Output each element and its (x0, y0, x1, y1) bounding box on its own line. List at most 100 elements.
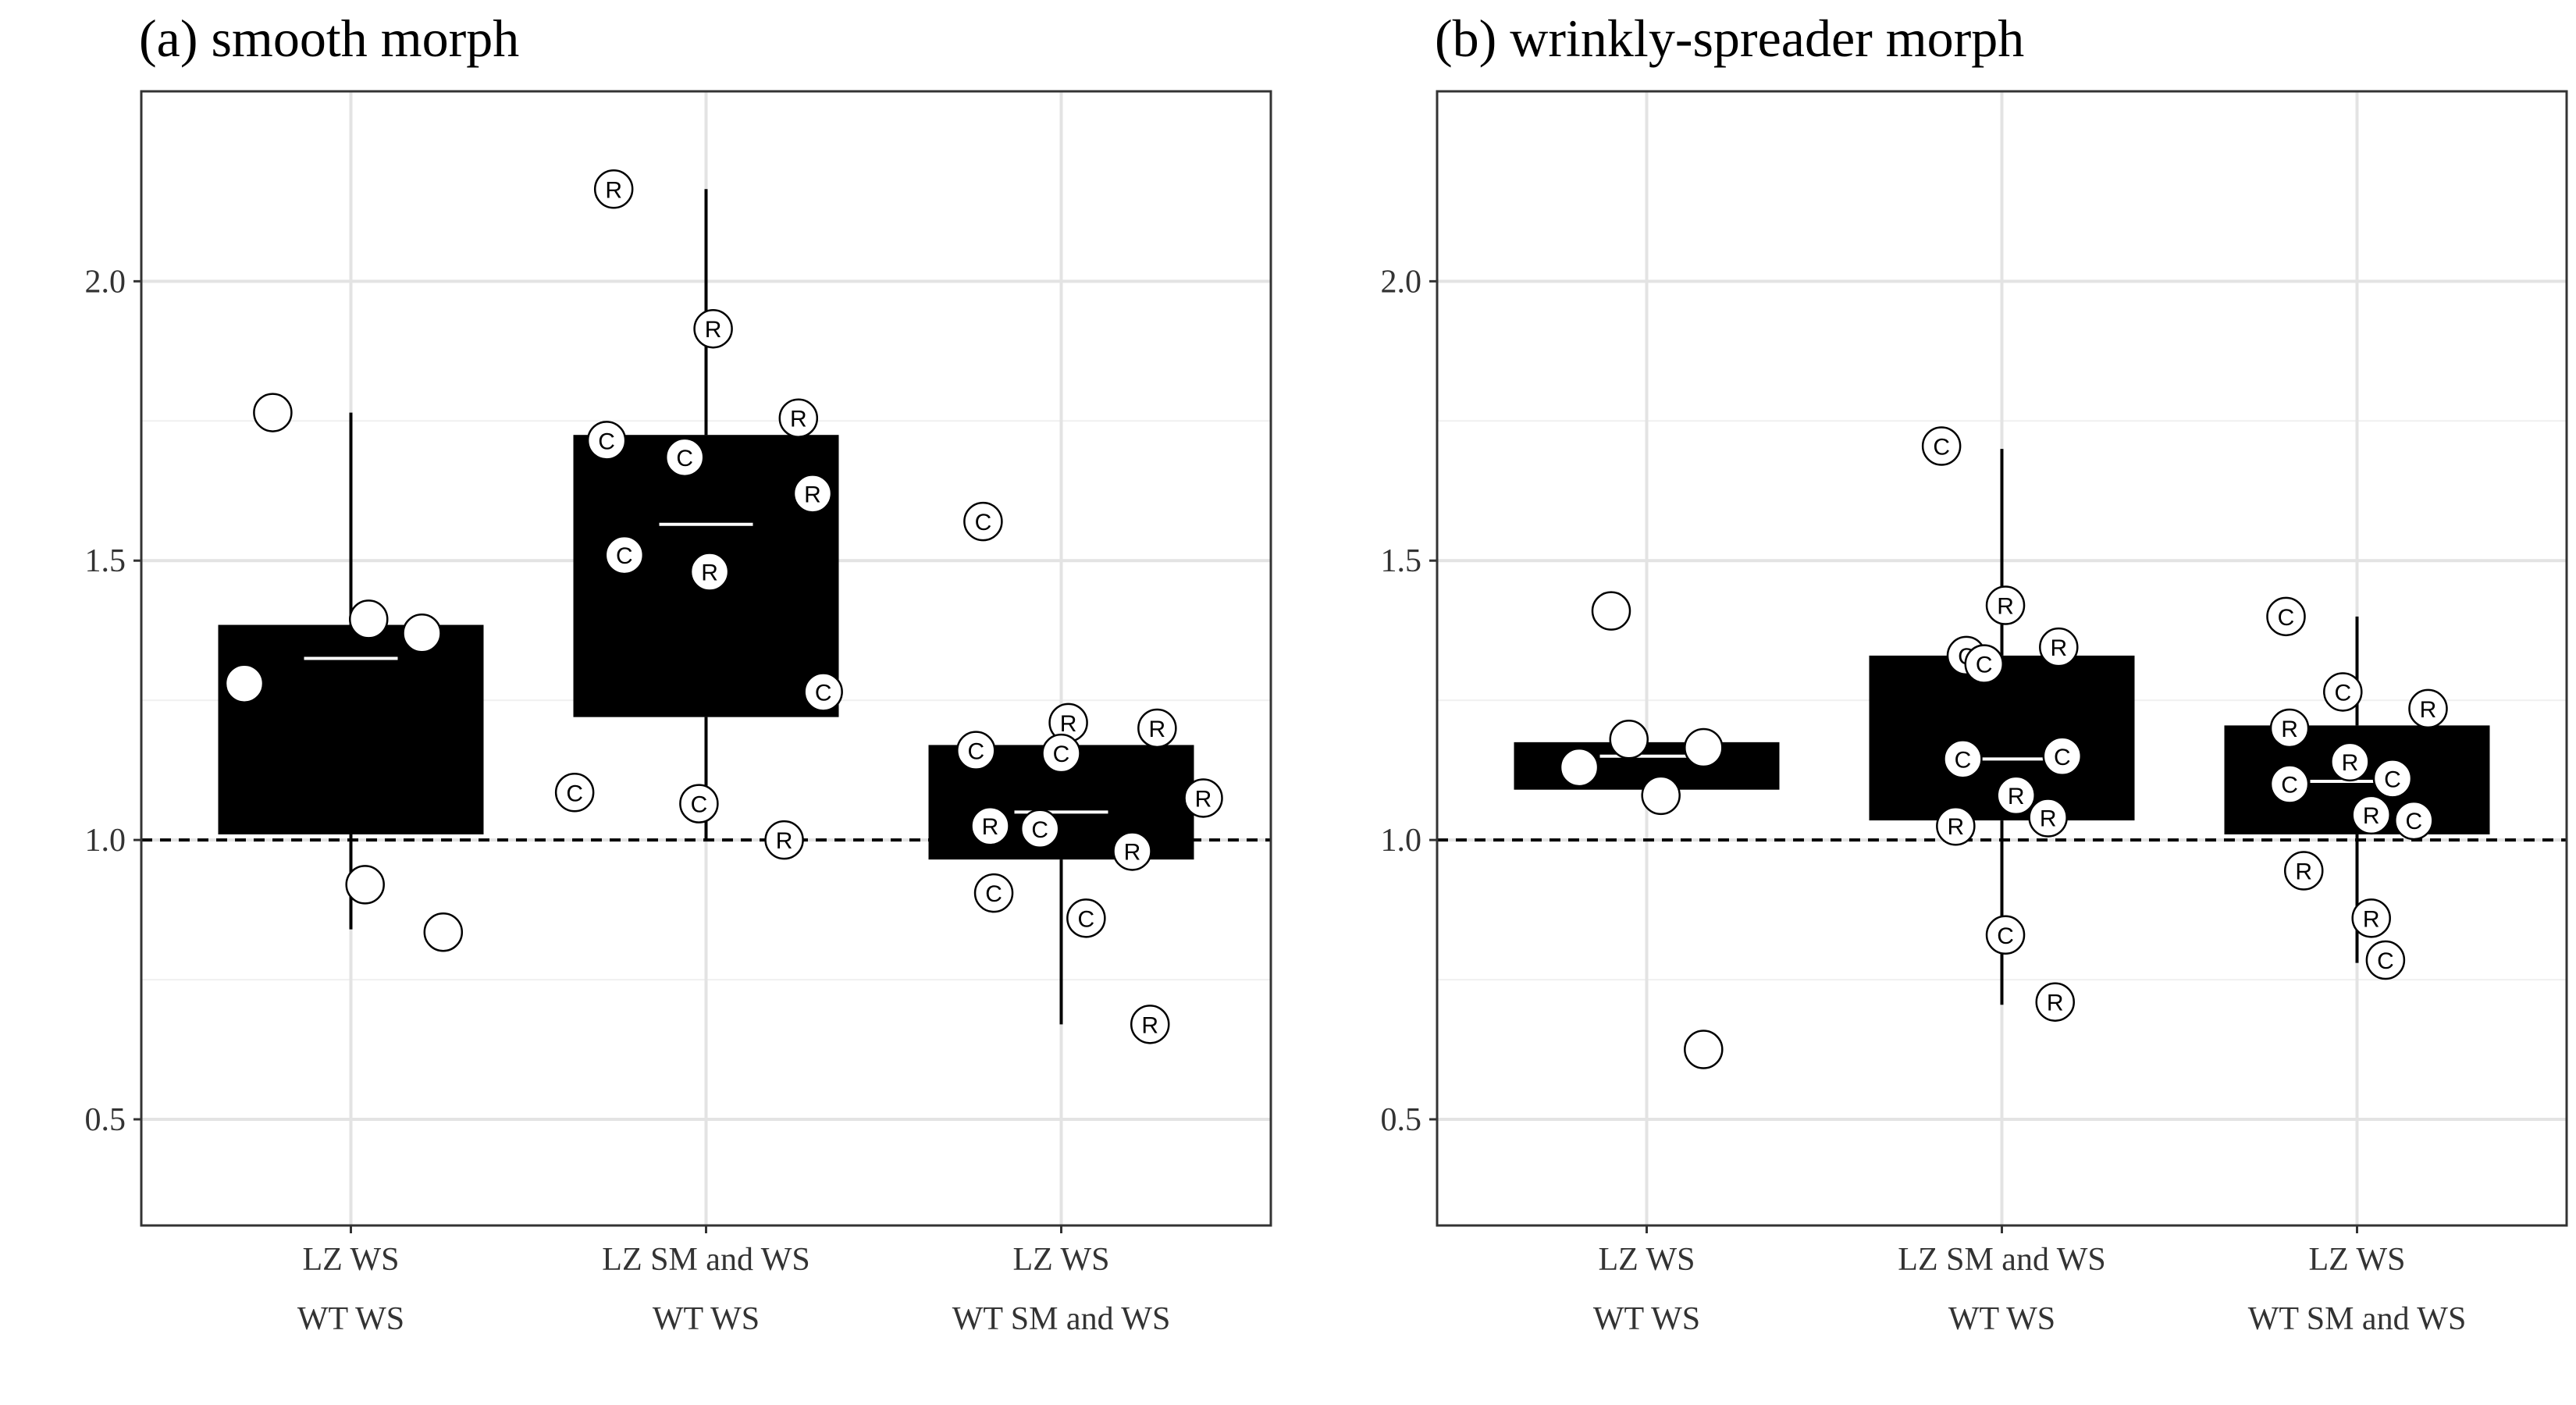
data-point-label: C (2278, 605, 2295, 631)
y-tick-label: 0.5 (1381, 1102, 1422, 1138)
data-point (2394, 800, 2434, 841)
data-point (1183, 778, 1223, 818)
data-point-label: R (2050, 635, 2067, 661)
y-tick-label: 2.0 (85, 264, 126, 300)
data-point-label: R (982, 814, 999, 840)
data-point-label: C (1997, 923, 2014, 949)
data-point-label: R (776, 828, 793, 854)
box-iqr (218, 624, 484, 834)
data-point (1985, 915, 2026, 955)
data-point (1641, 775, 1681, 816)
data-point-label: R (1141, 1012, 1158, 1038)
data-point (803, 672, 843, 712)
x-tick-label-line1: LZ WS (1598, 1242, 1695, 1278)
data-point-label: C (598, 429, 615, 454)
data-point (664, 437, 705, 478)
data-point-label: R (2342, 750, 2359, 776)
data-point-label: C (691, 792, 708, 818)
data-point-label: C (2054, 745, 2071, 770)
data-point-label: R (1195, 786, 1212, 812)
data-point (2408, 688, 2448, 729)
data-point-label: C (1053, 742, 1070, 767)
data-point (586, 421, 627, 461)
data-point (423, 912, 464, 952)
data-point-label: R (790, 407, 807, 432)
data-point (1066, 898, 1106, 938)
data-point-label: R (2363, 906, 2380, 932)
data-point (973, 873, 1014, 913)
data-point (792, 474, 833, 514)
panel-wrinkly-spreader-morph: (b) wrinkly-spreader morph CRRCCCCRRRCRC… (1381, 9, 2568, 1337)
data-point (956, 731, 996, 770)
data-point (1936, 806, 1976, 846)
y-tick-label: 0.5 (85, 1102, 126, 1138)
y-axis: 0.5 1.0 1.5 2.0 (85, 264, 141, 1138)
data-point (963, 501, 1003, 542)
data-point-label: C (1031, 817, 1048, 843)
data-point (2330, 742, 2370, 782)
x-tick-label-line1: LZ WS (1012, 1242, 1109, 1278)
data-point (2351, 795, 2391, 835)
data-point-label: C (566, 781, 583, 806)
data-point (402, 614, 442, 653)
panel-title: (a) smooth morph (139, 9, 519, 68)
x-tick-label-line2: WT WS (653, 1301, 760, 1337)
data-point-label: C (1078, 906, 1095, 932)
x-tick-label-line1: LZ SM and WS (602, 1242, 809, 1278)
data-point-label: R (2281, 717, 2298, 742)
data-point-label: C (985, 881, 1002, 907)
data-point-label: R (1997, 594, 2014, 620)
data-point (554, 773, 595, 813)
data-points: CRRCCCCRRRCRCCRRRCCRCRRC (1559, 426, 2448, 1069)
x-tick-label-line1: LZ SM and WS (1898, 1242, 2105, 1278)
x-tick-label-line2: WT WS (1593, 1301, 1700, 1337)
data-point (2035, 982, 2075, 1022)
data-point-label: C (967, 739, 984, 765)
data-point (2372, 759, 2413, 799)
data-point (349, 599, 389, 639)
data-point-label: C (2377, 948, 2394, 974)
data-point (1137, 708, 1177, 749)
data-point-label: R (2040, 806, 2057, 831)
data-point (345, 865, 385, 905)
data-point (1130, 1005, 1170, 1044)
data-point (1964, 644, 2004, 684)
data-point-label: C (1955, 747, 1972, 773)
data-point (2351, 898, 2391, 938)
data-point (2266, 596, 2306, 637)
data-point (1921, 426, 1962, 466)
x-axis: LZ WS WT WS LZ SM and WS WT WS LZ WS WT SM an… (1593, 1225, 2466, 1337)
data-point (1019, 809, 1060, 849)
data-point-label: R (2363, 803, 2380, 829)
data-point-label: C (1976, 653, 1993, 678)
data-point (970, 806, 1010, 846)
y-axis: 0.5 1.0 1.5 2.0 (1381, 264, 1437, 1138)
data-point (2269, 764, 2310, 804)
data-point (2323, 672, 2363, 712)
data-point-label: C (2334, 680, 2351, 706)
data-point (1943, 739, 1983, 779)
data-point (778, 398, 819, 438)
data-point-label: C (1933, 435, 1950, 461)
data-point-label: C (2405, 809, 2422, 834)
data-point (2365, 940, 2406, 980)
data-point-label: R (1060, 711, 1077, 737)
data-point (2028, 798, 2068, 838)
data-point-label: R (605, 177, 622, 203)
data-point (1684, 1030, 1724, 1069)
x-tick-label-line2: WT SM and WS (952, 1301, 1171, 1337)
data-point (1609, 720, 1649, 759)
data-point-label: R (705, 317, 722, 343)
x-tick-label-line2: WT SM and WS (2248, 1301, 2467, 1337)
data-point-label: C (815, 680, 832, 706)
data-point (1559, 747, 1599, 788)
data-point (604, 535, 645, 575)
data-point-label: R (804, 482, 821, 507)
y-tick-label: 1.5 (1381, 543, 1422, 579)
data-point (1684, 727, 1724, 768)
data-point-label: R (1948, 814, 1965, 840)
data-point (764, 820, 804, 860)
